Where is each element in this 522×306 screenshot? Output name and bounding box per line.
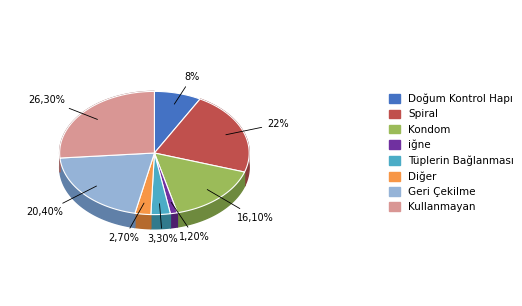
- PathPatch shape: [155, 99, 249, 172]
- Text: 1,20%: 1,20%: [171, 202, 210, 242]
- Polygon shape: [177, 172, 244, 227]
- Polygon shape: [60, 158, 135, 227]
- PathPatch shape: [151, 153, 170, 215]
- PathPatch shape: [60, 91, 155, 158]
- Polygon shape: [151, 214, 170, 229]
- Polygon shape: [135, 213, 151, 229]
- PathPatch shape: [155, 91, 200, 153]
- PathPatch shape: [135, 153, 155, 215]
- Text: 2,70%: 2,70%: [109, 203, 144, 243]
- Text: 16,10%: 16,10%: [207, 189, 274, 223]
- PathPatch shape: [155, 153, 244, 213]
- Polygon shape: [200, 99, 249, 186]
- Text: 26,30%: 26,30%: [28, 95, 98, 119]
- Text: 20,40%: 20,40%: [27, 186, 97, 217]
- Text: 3,30%: 3,30%: [147, 204, 177, 244]
- Text: 22%: 22%: [226, 119, 289, 135]
- PathPatch shape: [155, 153, 177, 214]
- Polygon shape: [170, 213, 177, 228]
- Text: 8%: 8%: [174, 72, 200, 104]
- Legend: Doğum Kontrol Hapı, Spiral, Kondom, iğne, Tüplerin Bağlanması, Diğer, Geri Çekil: Doğum Kontrol Hapı, Spiral, Kondom, iğne…: [386, 91, 517, 215]
- Polygon shape: [60, 91, 155, 172]
- PathPatch shape: [60, 153, 155, 213]
